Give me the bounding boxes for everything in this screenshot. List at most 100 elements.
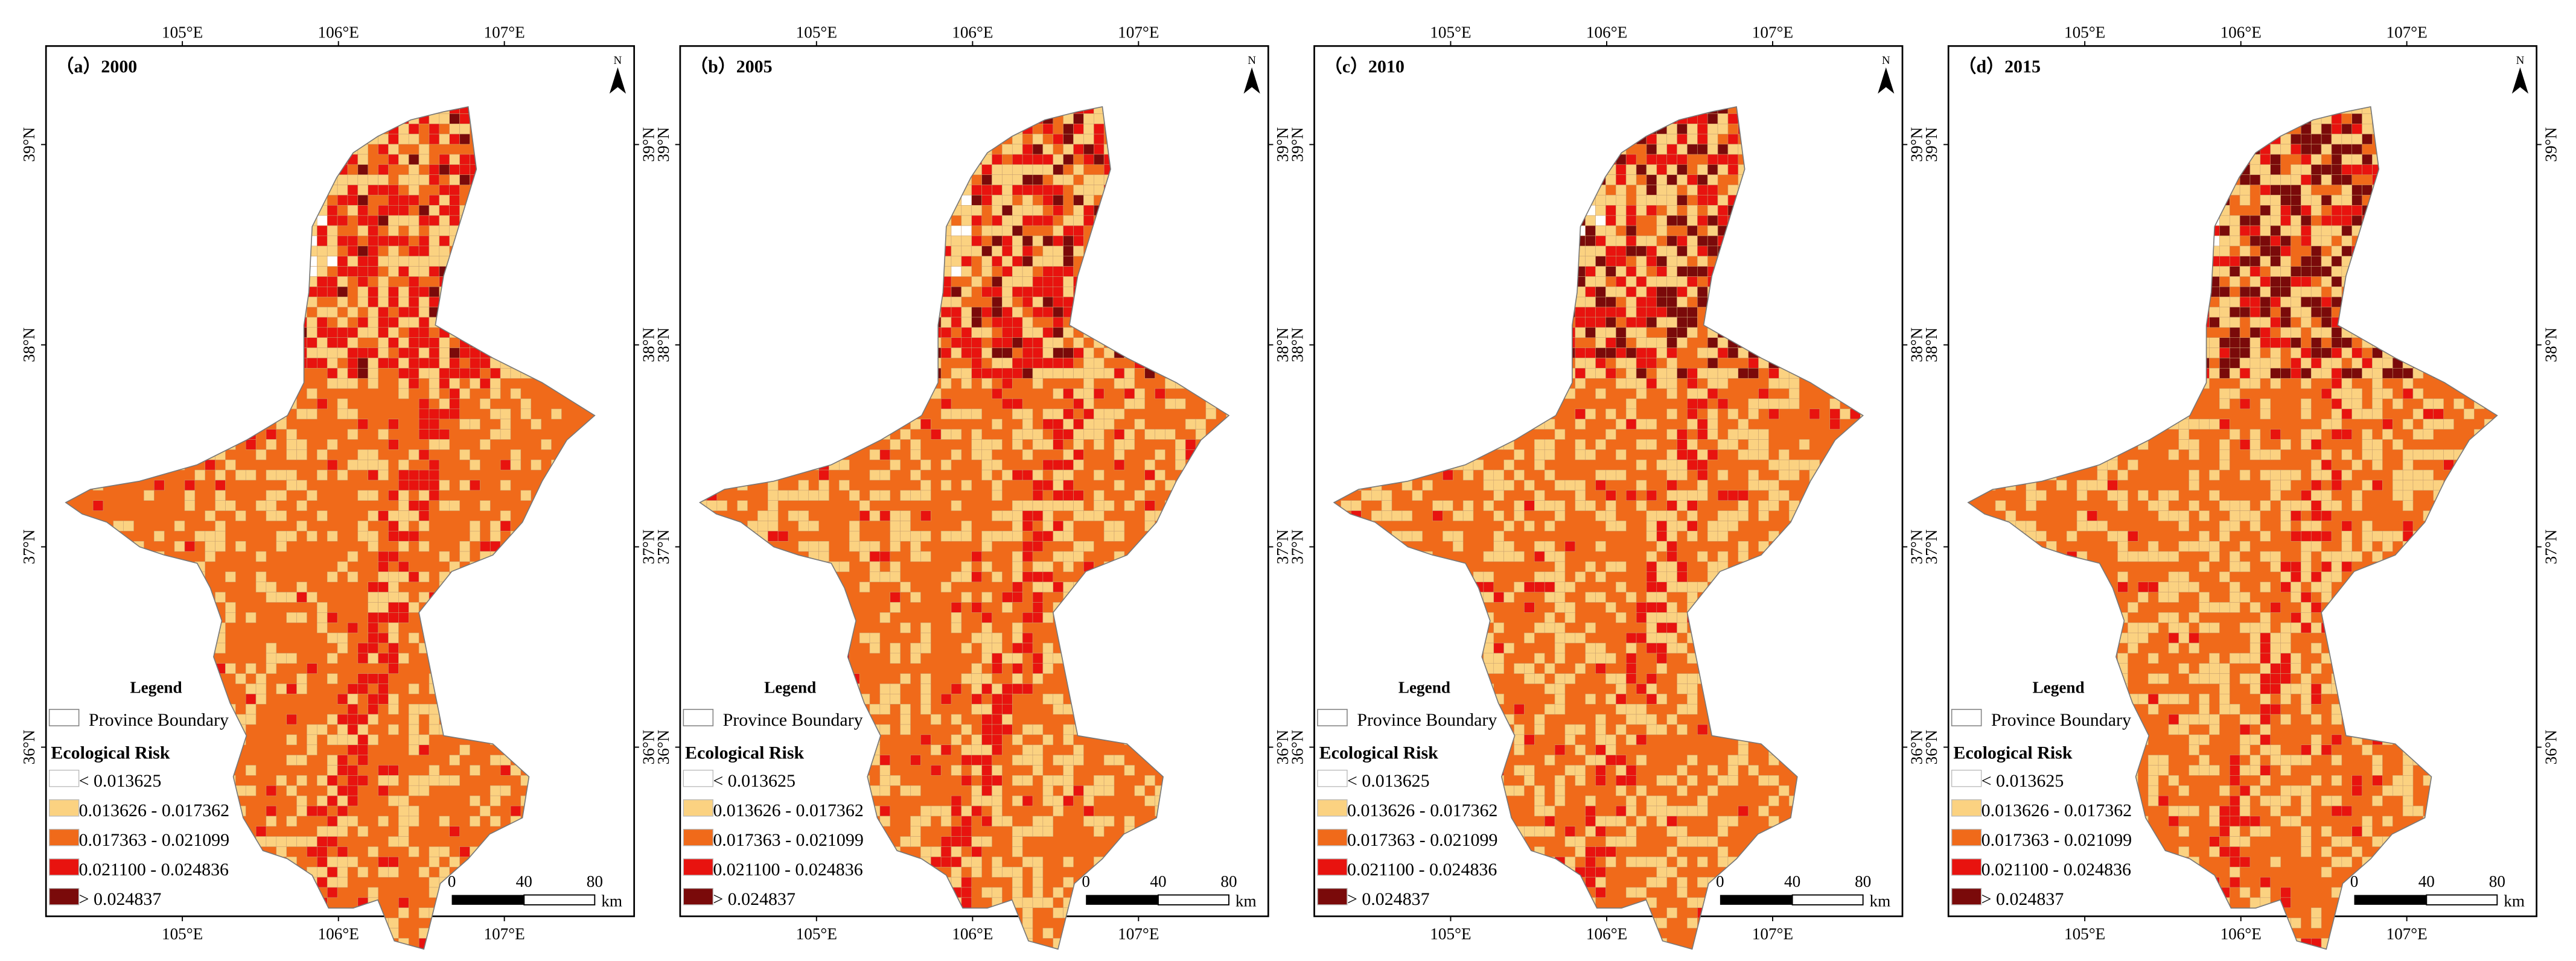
risk-cell xyxy=(347,358,359,369)
risk-cell xyxy=(971,429,982,440)
risk-cell xyxy=(449,388,460,399)
risk-cell xyxy=(449,347,460,358)
risk-cell xyxy=(317,510,328,521)
risk-cell xyxy=(1032,490,1044,501)
risk-cell xyxy=(368,449,378,460)
risk-cell xyxy=(971,785,982,796)
risk-cell xyxy=(429,714,440,725)
risk-cell xyxy=(398,195,409,206)
risk-cell xyxy=(398,358,409,369)
risk-cell xyxy=(388,612,399,623)
risk-cell xyxy=(398,368,409,379)
risk-cell xyxy=(849,490,860,501)
risk-cell xyxy=(368,246,378,256)
risk-cell xyxy=(1022,419,1033,430)
risk-cell xyxy=(1144,775,1155,786)
risk-cell xyxy=(951,734,962,746)
risk-cell xyxy=(347,795,359,807)
risk-cell xyxy=(418,419,430,430)
risk-cell xyxy=(439,347,450,358)
risk-cell xyxy=(429,469,440,481)
legend-swatch xyxy=(683,769,714,787)
risk-cell xyxy=(1063,215,1074,226)
risk-cell xyxy=(1002,724,1013,735)
risk-cell xyxy=(378,205,389,216)
risk-cell xyxy=(266,469,277,481)
risk-cell xyxy=(296,673,307,684)
risk-cell xyxy=(1022,449,1033,460)
risk-cell xyxy=(1042,256,1054,267)
risk-cell xyxy=(337,765,348,776)
risk-cell xyxy=(378,694,389,705)
risk-cell xyxy=(296,521,307,531)
risk-cell xyxy=(992,480,1003,491)
scale-label: 80 xyxy=(1220,872,1237,890)
risk-cell xyxy=(1124,368,1135,379)
risk-cell xyxy=(225,602,236,613)
risk-cell xyxy=(849,541,860,552)
risk-cell xyxy=(1002,866,1013,878)
risk-cell xyxy=(1042,358,1054,369)
risk-cell xyxy=(317,866,328,878)
risk-cell xyxy=(1134,419,1145,430)
risk-cell xyxy=(408,327,419,338)
risk-cell xyxy=(1022,235,1033,247)
risk-cell xyxy=(1032,744,1044,755)
risk-cell xyxy=(1022,205,1033,216)
risk-cell xyxy=(1053,500,1063,511)
risk-cell xyxy=(869,642,881,654)
risk-cell xyxy=(357,266,368,277)
risk-cell xyxy=(368,358,378,369)
risk-cell xyxy=(418,429,430,440)
risk-cell xyxy=(368,256,378,267)
risk-cell xyxy=(439,378,450,389)
risk-cell xyxy=(1063,368,1074,379)
risk-cell xyxy=(286,439,297,450)
risk-cell xyxy=(1073,215,1084,226)
risk-cell xyxy=(408,185,419,195)
risk-cell xyxy=(1073,185,1084,195)
risk-cell xyxy=(1053,133,1063,145)
risk-cell xyxy=(1093,174,1105,185)
risk-cell xyxy=(1083,195,1094,206)
risk-cell xyxy=(449,133,460,145)
risk-cell xyxy=(1032,358,1044,369)
risk-cell xyxy=(510,449,521,460)
risk-cell xyxy=(429,174,440,185)
risk-cell xyxy=(388,215,399,226)
risk-cell xyxy=(961,368,972,379)
risk-cell xyxy=(900,714,911,725)
risk-cell xyxy=(1022,571,1033,582)
risk-cell xyxy=(388,225,399,236)
risk-cell xyxy=(971,602,982,613)
risk-cell xyxy=(930,846,942,857)
risk-cell xyxy=(327,775,338,786)
risk-cell xyxy=(266,429,277,440)
risk-cell xyxy=(296,775,307,786)
legend-label: < 0.013625 xyxy=(79,771,162,791)
risk-cell xyxy=(1032,205,1044,216)
risk-cell xyxy=(296,582,307,592)
risk-cell xyxy=(1012,653,1023,664)
risk-cell xyxy=(1042,480,1054,491)
risk-cell xyxy=(439,368,450,379)
risk-cell xyxy=(459,541,470,552)
risk-cell xyxy=(1185,439,1196,450)
risk-cell xyxy=(347,551,359,562)
risk-cell xyxy=(357,347,368,358)
risk-cell xyxy=(408,225,419,236)
risk-cell xyxy=(459,347,470,358)
risk-cell xyxy=(1114,439,1125,450)
risk-cell xyxy=(398,500,409,511)
risk-cell xyxy=(1083,541,1094,552)
risk-cell xyxy=(920,622,931,633)
risk-cell xyxy=(357,225,368,236)
risk-cell xyxy=(879,765,891,776)
risk-cell xyxy=(408,602,419,613)
risk-cell xyxy=(981,734,992,746)
risk-cell xyxy=(992,724,1003,735)
risk-cell xyxy=(1144,469,1155,481)
risk-cell xyxy=(981,785,992,796)
risk-cell xyxy=(347,744,359,755)
risk-cell xyxy=(1012,592,1023,603)
